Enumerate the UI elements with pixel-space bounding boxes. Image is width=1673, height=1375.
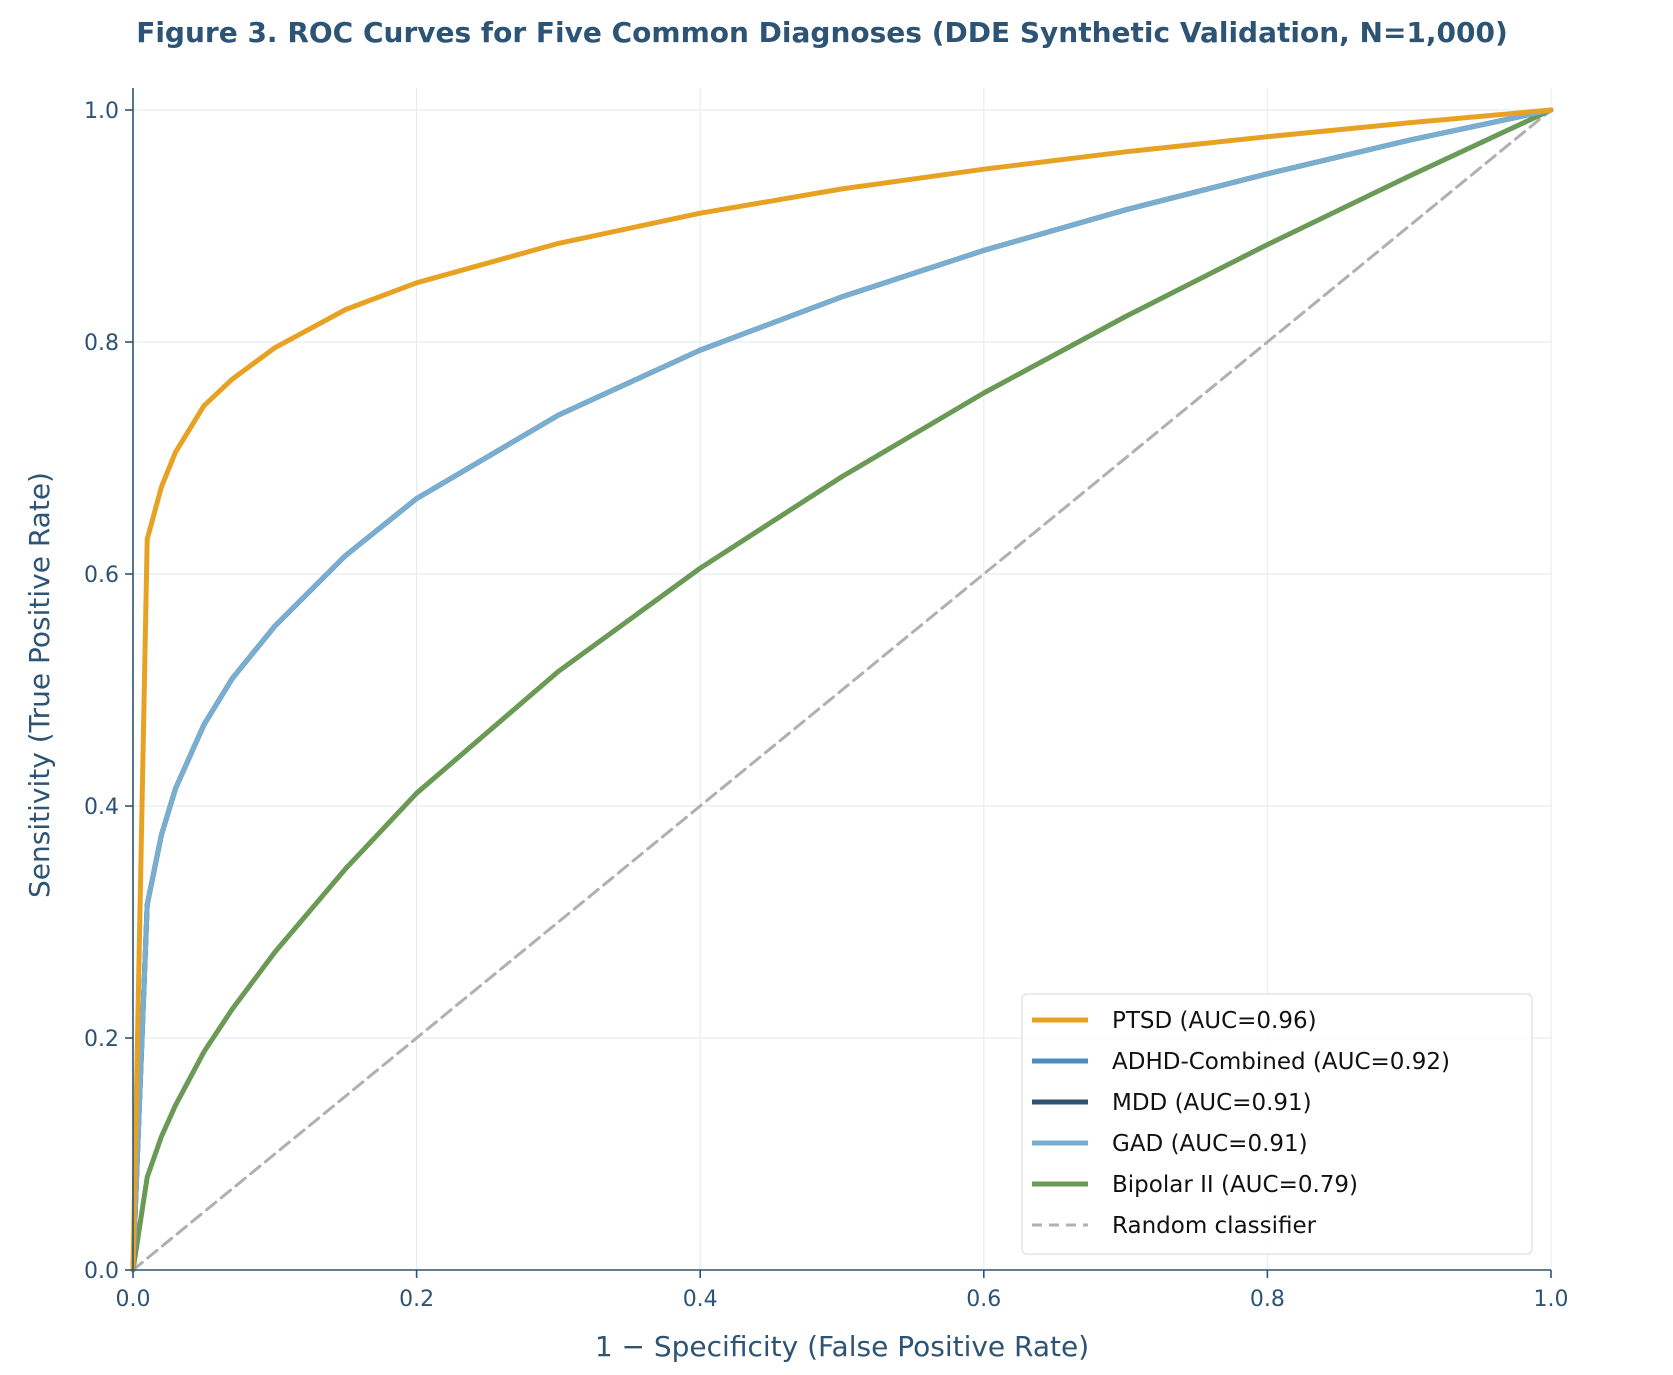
x-tick-label: 0.4 (683, 1287, 718, 1312)
series-line-5 (131, 108, 1553, 1272)
series-line-4 (130, 107, 1554, 1273)
y-tick-label: 0.2 (84, 1027, 119, 1052)
legend-box (1021, 993, 1533, 1255)
axes (132, 88, 1551, 1271)
series-line-0 (130, 107, 1554, 1273)
legend-label: Random classifier (1112, 1213, 1317, 1239)
legend-label: GAD (AUC=0.91) (1112, 1131, 1308, 1157)
legend-label: PTSD (AUC=0.96) (1112, 1008, 1317, 1034)
legend-label: ADHD-Combined (AUC=0.92) (1112, 1049, 1450, 1075)
legend-label: MDD (AUC=0.91) (1112, 1090, 1312, 1116)
chart-title: Figure 3. ROC Curves for Five Common Dia… (136, 16, 1508, 49)
series-line-3 (130, 107, 1554, 1273)
y-tick-label: 0.0 (84, 1259, 119, 1284)
y-tick-label: 0.6 (84, 563, 119, 588)
series-layer (130, 107, 1554, 1273)
x-tick-label: 0.2 (399, 1287, 434, 1312)
legend: PTSD (AUC=0.96) ADHD-Combined (AUC=0.92) M… (1021, 993, 1533, 1255)
y-tick-label: 1.0 (84, 99, 119, 124)
x-tick-label: 0.6 (966, 1287, 1001, 1312)
x-tick-label: 1.0 (1534, 1287, 1569, 1312)
y-tick-label: 0.8 (84, 331, 119, 356)
legend-label: Bipolar II (AUC=0.79) (1112, 1172, 1358, 1198)
x-axis-label: 1 − Specificity (False Positive Rate) (595, 1330, 1089, 1363)
x-tick-label: 0.8 (1250, 1287, 1285, 1312)
y-tick-label: 0.4 (84, 795, 119, 820)
y-axis-label: Sensitivity (True Positive Rate) (23, 472, 56, 898)
ticks: 0.0 0.2 0.4 0.6 0.8 1.0 0.0 0.2 0.4 0.6 0.8 1.0 (84, 99, 1569, 1312)
x-tick-label: 0.0 (116, 1287, 151, 1312)
